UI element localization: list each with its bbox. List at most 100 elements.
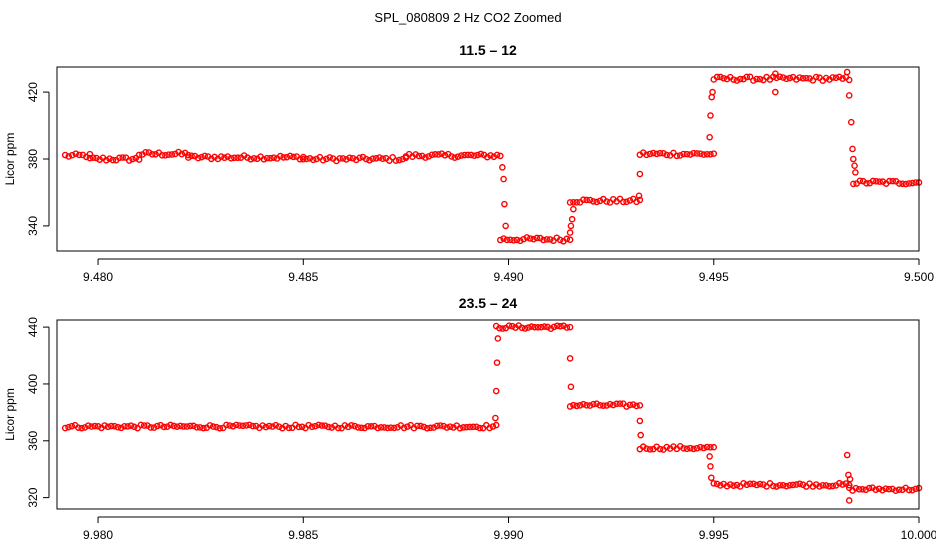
data-point [148, 151, 156, 158]
data-point [783, 482, 790, 490]
data-point [855, 485, 863, 493]
data-point [912, 485, 919, 493]
data-point [109, 156, 117, 164]
data-point [636, 417, 644, 425]
data-point [537, 323, 545, 331]
data-point [753, 75, 761, 83]
data-point [276, 152, 284, 160]
data-point [428, 151, 436, 159]
data-point [249, 422, 257, 430]
data-point [361, 424, 368, 432]
data-point [470, 152, 478, 159]
data-point [826, 483, 833, 490]
data-point [185, 154, 192, 161]
data-point [269, 423, 276, 430]
data-point [305, 421, 312, 429]
data-point [142, 148, 149, 156]
data-point [457, 152, 465, 159]
data-point [75, 151, 83, 159]
data-point [341, 422, 349, 429]
x-tick-label: 9.995 [699, 528, 729, 540]
data-point [843, 68, 851, 76]
data-point [590, 400, 597, 408]
data-point [395, 156, 403, 164]
data-point [510, 237, 517, 244]
data-point [905, 486, 913, 494]
data-point [469, 423, 477, 431]
data-point [636, 196, 644, 204]
data-point [259, 422, 266, 429]
data-point [86, 154, 94, 162]
data-point [710, 150, 718, 157]
data-point [306, 155, 314, 162]
data-point [723, 482, 731, 490]
data-point [344, 423, 352, 431]
data-point [415, 152, 423, 160]
data-point [799, 481, 807, 489]
data-point [895, 486, 903, 494]
data-point [521, 325, 529, 332]
y-tick-label: 320 [26, 487, 40, 507]
x-tick-label: 10.000 [901, 528, 936, 540]
data-point [566, 355, 574, 362]
data-point [499, 325, 506, 332]
data-point [68, 422, 76, 430]
data-point [152, 150, 159, 158]
data-point [909, 486, 916, 494]
data-point [905, 180, 913, 187]
data-point [413, 422, 421, 430]
data-point [323, 155, 330, 163]
data-point [570, 401, 577, 409]
data-point [167, 421, 174, 429]
data-point [550, 323, 558, 331]
data-point [162, 152, 169, 159]
data-point [673, 152, 681, 160]
data-point [616, 400, 624, 407]
data-point [84, 422, 92, 429]
data-point [786, 74, 794, 82]
data-point [523, 234, 531, 241]
data-point [709, 88, 716, 96]
data-point [494, 335, 502, 342]
data-point [473, 423, 480, 431]
data-point [683, 445, 691, 453]
data-point [124, 423, 132, 430]
data-point [356, 154, 363, 162]
data-point [198, 153, 205, 161]
data-point [546, 236, 554, 243]
data-point [566, 403, 574, 410]
data-point [710, 443, 718, 451]
data-point [247, 155, 255, 163]
data-point [508, 322, 516, 330]
data-point [193, 423, 201, 431]
data-point [140, 422, 148, 429]
data-point [487, 152, 494, 159]
data-point [111, 422, 118, 430]
data-point [809, 77, 817, 84]
data-point [270, 154, 278, 161]
data-point [183, 423, 191, 430]
data-point [460, 424, 467, 431]
data-point [635, 192, 643, 200]
data-point [697, 150, 704, 157]
data-point [474, 151, 481, 159]
data-point [896, 180, 903, 187]
data-point [583, 402, 591, 409]
y-tick-label: 420 [26, 82, 40, 102]
data-point [859, 486, 866, 493]
data-point [377, 424, 385, 431]
data-point [733, 481, 741, 489]
data-point [116, 154, 123, 162]
data-point [707, 463, 714, 470]
data-point [386, 157, 393, 164]
data-point [244, 154, 251, 161]
data-point [223, 421, 230, 429]
y-axis: 320 360 400 440 [26, 317, 50, 508]
data-point [418, 152, 426, 160]
data-point [390, 424, 398, 432]
data-point [902, 180, 910, 188]
data-point [773, 483, 780, 490]
data-point [783, 75, 790, 83]
x-tick-label: 9.490 [494, 270, 524, 284]
data-point [236, 422, 243, 429]
